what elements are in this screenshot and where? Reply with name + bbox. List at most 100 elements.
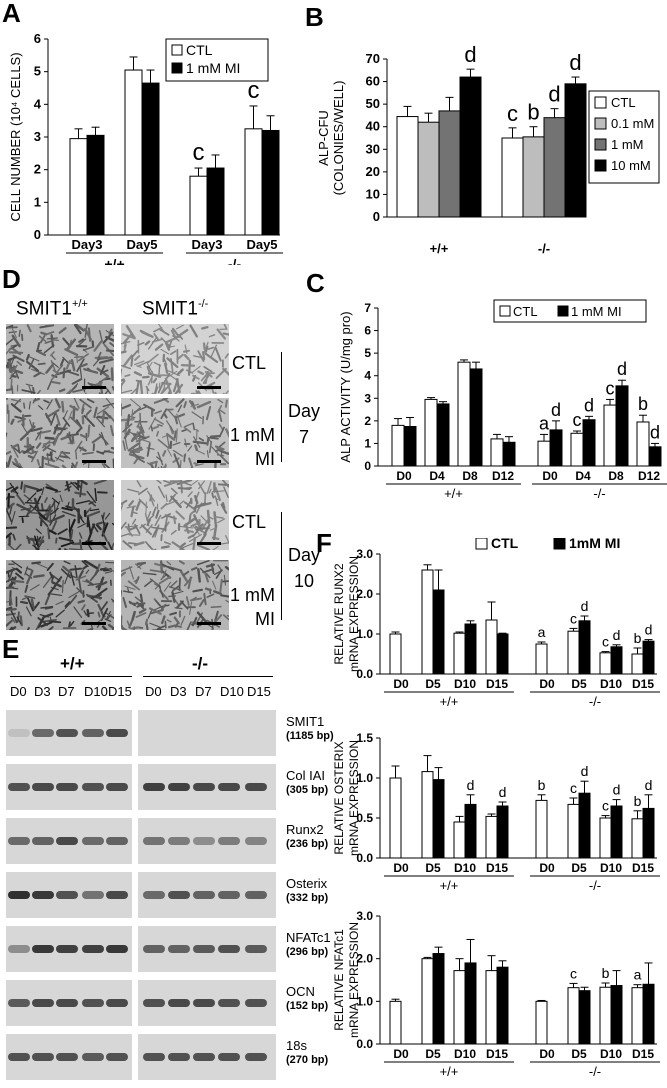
gel-band — [218, 1053, 240, 1061]
y-tick-label: 3.0 — [356, 909, 373, 923]
y-tick-label: 5 — [34, 64, 41, 79]
chart-a: 0 1 2 3 4 5 6 CELL NUMBER (10⁴ CELLS) Day3 Day5 c D… — [8, 31, 283, 265]
gene-name: Osterix — [286, 876, 328, 891]
significance-letter: c — [602, 798, 609, 814]
y-tick-label: 1.5 — [356, 731, 373, 745]
gel-band — [106, 837, 128, 845]
significance-letter: d — [499, 784, 507, 800]
y-tick-label: 0.0 — [356, 851, 373, 865]
gel-band — [143, 783, 165, 791]
gene-label: Col IAI (305 bp) — [286, 768, 328, 796]
bar — [642, 983, 655, 1045]
legend-label: CTL — [513, 304, 538, 319]
gel-band — [245, 999, 267, 1007]
bar — [567, 803, 580, 859]
gel-image-ko — [138, 818, 276, 864]
bar — [86, 134, 105, 236]
bar — [403, 426, 417, 467]
gene-bp: (305 bp) — [286, 784, 329, 796]
day7-bracket — [281, 352, 282, 462]
gene-label: OCN (152 bp) — [286, 984, 328, 1012]
significance-letter: d — [645, 622, 653, 638]
gel-band — [218, 945, 240, 953]
legend-swatch — [594, 159, 607, 172]
legend-label: 10 mM — [611, 158, 651, 173]
legend-swatch — [553, 538, 566, 550]
lane-label-wt: D10 — [84, 684, 108, 699]
chart-f-nfatc1: 0.0 1.0 2.0 3.0 RELATIVE NFATc1 mRNA EXPRESSI… — [332, 909, 660, 1079]
y-axis-title: ALP ACTIVITY (U/mg pro) — [338, 311, 353, 462]
bar — [636, 421, 650, 467]
gel-band — [82, 999, 104, 1007]
gel-image-ko — [138, 764, 276, 810]
bar — [502, 441, 516, 467]
col-header-wt: SMIT1+/+ — [16, 298, 88, 320]
row-label-ctl-day10: CTL — [232, 512, 267, 532]
bar — [453, 821, 466, 859]
gel-image-wt — [6, 764, 132, 810]
gene-bp: (1185 bp) — [286, 730, 334, 742]
gel-band — [56, 891, 78, 899]
bar — [389, 633, 402, 675]
gel-band — [193, 891, 215, 899]
significance-letter: d — [467, 777, 475, 793]
x-tick-label: D12 — [492, 469, 514, 483]
legend-swatch — [557, 305, 569, 317]
legend-box — [165, 38, 269, 82]
bar — [599, 986, 612, 1045]
significance-letter: b — [538, 777, 546, 793]
bar — [631, 818, 644, 859]
bar — [469, 368, 483, 467]
x-tick-label: Day3 — [71, 237, 102, 252]
y-tick-label: 4 — [34, 96, 42, 111]
gene-name: Runx2 — [286, 822, 324, 837]
y-tick-label: 0.0 — [356, 1037, 373, 1051]
chart-c: 0 1 2 3 4 5 6 7 ALP ACTIVITY (U/mg pro) D0 D4 D8 D12… — [338, 299, 667, 501]
gel-image-wt — [6, 872, 132, 918]
bar — [535, 799, 548, 859]
chart-f-runx2: 0.0 1.0 2.0 3.0 RELATIVE RUNX2 mRNA EXPRESSIO… — [332, 538, 660, 709]
micrograph-ko-mi-day7 — [121, 398, 229, 468]
gel-image-ko — [138, 1034, 276, 1080]
bar — [391, 424, 405, 467]
bar — [206, 167, 225, 236]
legend-label: CTL — [186, 42, 213, 58]
bar — [578, 620, 591, 675]
gel-band — [56, 999, 78, 1007]
gel-image-wt — [6, 980, 132, 1026]
bar — [464, 962, 477, 1045]
legend-swatch — [594, 96, 607, 109]
lane-label-wt: D0 — [10, 684, 27, 699]
micrograph-wt-mi-day10 — [6, 560, 114, 630]
gel-band — [8, 1053, 30, 1061]
gene-label: Osterix (332 bp) — [286, 876, 328, 904]
group-label: -/- — [228, 256, 242, 265]
gene-name: NFATc1 — [286, 930, 331, 945]
bar — [501, 137, 524, 218]
significance-letter: d — [581, 763, 589, 779]
y-tick-label: 2 — [34, 162, 41, 177]
bar — [610, 985, 623, 1045]
bar — [535, 1000, 548, 1045]
lane-label-ko: D0 — [145, 684, 162, 699]
gel-band — [193, 999, 215, 1007]
gel-image-ko — [138, 980, 276, 1026]
gel-band — [8, 945, 30, 953]
y-tick-label: 70 — [366, 51, 380, 66]
x-tick-label: D10 — [454, 861, 476, 875]
row-label-ctl-day7: CTL — [232, 353, 267, 373]
significance-letter: c — [248, 77, 260, 104]
group-label: +/+ — [444, 486, 463, 501]
gel-band — [32, 999, 54, 1007]
bar — [485, 970, 498, 1045]
x-tick-label: D4 — [575, 469, 591, 483]
group-label: +/+ — [440, 878, 459, 893]
bar — [648, 446, 662, 467]
significance-letter: d — [548, 82, 560, 107]
gel-band — [82, 945, 104, 953]
bar — [389, 777, 402, 859]
gene-label: SMIT1 (1185 bp) — [286, 714, 334, 742]
bar — [578, 990, 591, 1045]
gel-band — [8, 729, 30, 737]
x-tick-label: D8 — [608, 469, 624, 483]
